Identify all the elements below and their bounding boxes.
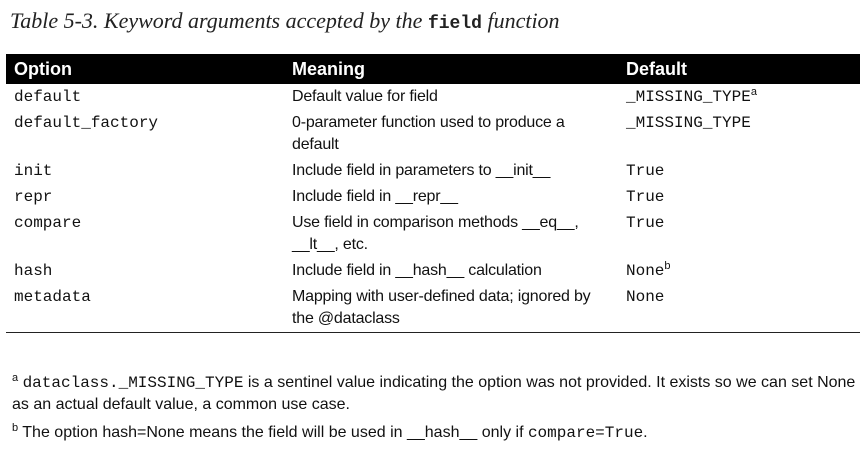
default-cell: _MISSING_TYPE (618, 110, 860, 158)
header-row: Option Meaning Default (6, 54, 860, 84)
table-caption: Table 5-3. Keyword arguments accepted by… (10, 8, 560, 34)
footnote-text: is a sentinel value indicating the optio… (12, 374, 856, 413)
table-row: compare Use field in comparison methods _… (6, 210, 860, 258)
footnote-code: dataclass._MISSING_TYPE (22, 374, 244, 392)
meaning-cell: 0-parameter function used to produce a d… (292, 114, 565, 153)
default-cell: Noneb (618, 258, 860, 284)
default-value: True (626, 162, 665, 180)
default-value: True (626, 214, 665, 232)
option-cell: hash (14, 262, 53, 280)
meaning-cell: Include field in __hash__ calculation (292, 262, 542, 279)
footnote-text: The option hash=None means the field wil… (18, 424, 407, 441)
table-row: init Include field in parameters to __ini… (6, 158, 860, 184)
meaning-cell: Include field in parameters to __init__ (292, 162, 551, 179)
footnote-code: compare=True (527, 424, 644, 442)
default-cell: True (618, 158, 860, 184)
table-row: hash Include field in __hash__ calculatio… (6, 258, 860, 284)
table-row: default_factory 0-parameter function used… (6, 110, 860, 158)
table-row: default Default value for field _MISSING_T… (6, 84, 860, 110)
option-cell: init (14, 162, 53, 180)
option-cell: compare (14, 214, 82, 232)
default-cell: _MISSING_TYPEa (618, 84, 860, 110)
caption-prefix: Table 5-3. Keyword arguments accepted by… (10, 8, 423, 33)
option-cell: default (14, 88, 82, 106)
option-cell: default_factory (14, 114, 159, 132)
meaning-cell: Default value for field (292, 88, 438, 105)
footnote-mark: a (750, 86, 757, 98)
column-header-meaning: Meaning (284, 54, 618, 84)
option-cell: repr (14, 188, 53, 206)
meaning-cell: Use field in comparison methods __eq__, … (292, 214, 579, 253)
footnote-mark: b (12, 422, 19, 434)
meaning-cell: Mapping with user-defined data; ignored … (284, 284, 618, 333)
footnote-text: . (643, 424, 648, 441)
footnote-a: a dataclass._MISSING_TYPE is a sentinel … (12, 372, 857, 416)
default-value: True (626, 188, 665, 206)
default-cell: True (618, 184, 860, 210)
option-cell: metadata (6, 284, 284, 333)
keyword-arguments-table: Option Meaning Default default Default va… (6, 54, 860, 333)
default-value: None (626, 262, 665, 280)
caption-suffix: function (487, 8, 560, 33)
default-value: _MISSING_TYPE (626, 114, 751, 132)
table-row: repr Include field in __repr__ True (6, 184, 860, 210)
caption-code: field (427, 14, 482, 34)
footnote-text: only if (477, 424, 528, 441)
footnote-b: b The option hash=None means the field w… (12, 422, 857, 444)
meaning-cell: Include field in __repr__ (292, 188, 458, 205)
default-value: None (626, 288, 665, 306)
footnote-code: __hash__ (406, 424, 478, 441)
default-value: _MISSING_TYPE (626, 88, 751, 106)
default-cell: None (618, 284, 860, 333)
table-row: metadata Mapping with user-defined data; … (6, 284, 860, 333)
footnote-mark: b (664, 260, 671, 272)
footnotes: a dataclass._MISSING_TYPE is a sentinel … (12, 372, 857, 450)
footnote-mark: a (12, 372, 19, 384)
default-cell: True (618, 210, 860, 258)
column-header-option: Option (6, 54, 284, 84)
column-header-default: Default (618, 54, 860, 84)
